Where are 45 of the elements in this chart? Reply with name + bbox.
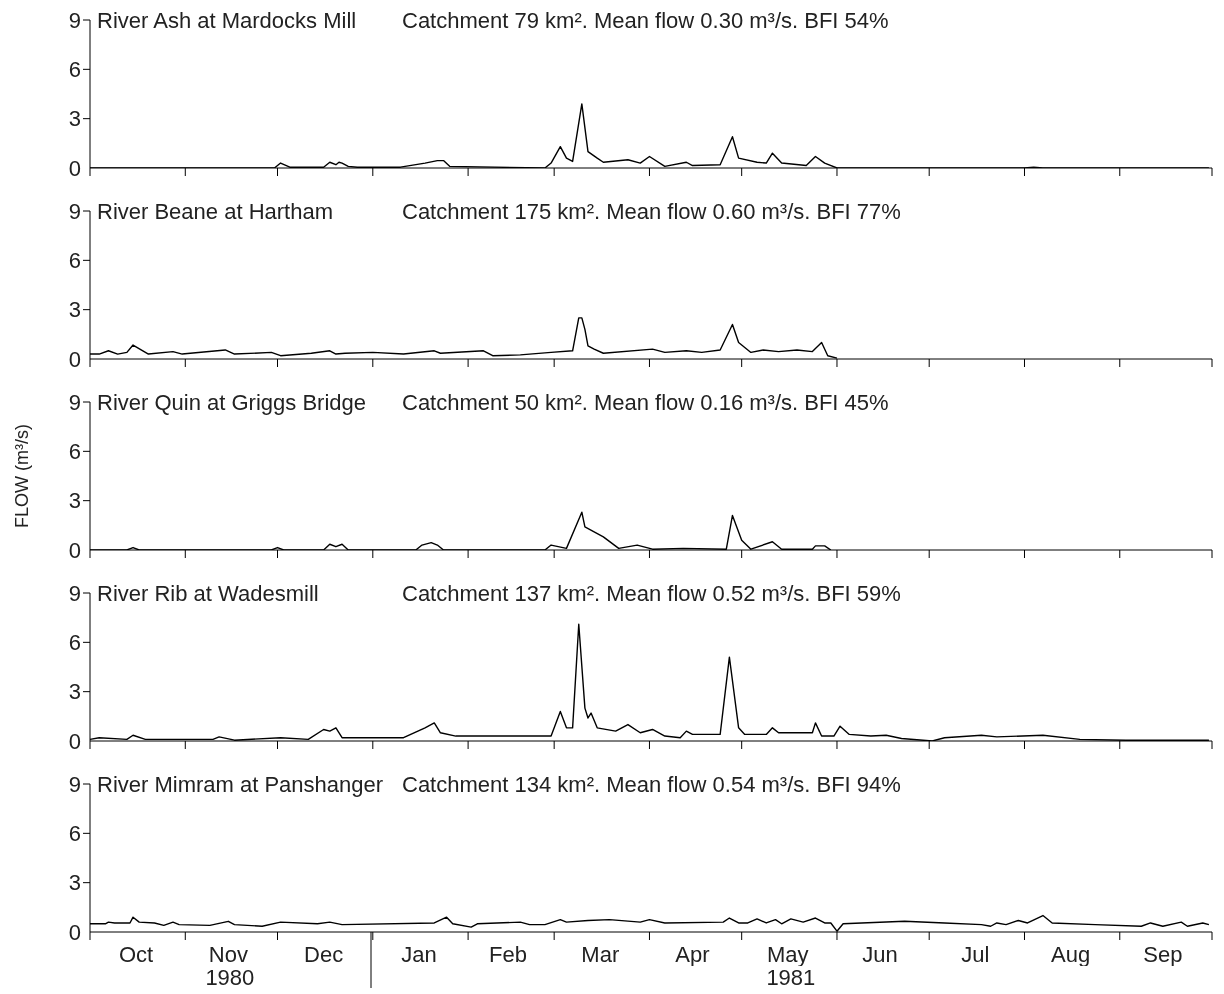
x-tick-label: Jul <box>961 941 990 967</box>
x-tick-label: Aug <box>1051 941 1091 967</box>
x-tick-label: Dec <box>304 941 344 967</box>
y-tick-label: 6 <box>68 57 81 83</box>
chart-title: River Mimram at Panshanger <box>97 772 384 798</box>
y-tick-label: 3 <box>68 106 81 132</box>
y-tick-label: 9 <box>68 389 81 415</box>
x-tick-label: Feb <box>489 941 528 967</box>
x-tick-label: May <box>767 941 809 967</box>
y-tick-label: 3 <box>68 870 81 896</box>
y-tick-label: 9 <box>68 580 81 606</box>
chart-subtitle: Catchment 175 km². Mean flow 0.60 m³/s. BFI 77% <box>402 199 901 225</box>
chart-title: River Beane at Hartham <box>97 199 333 225</box>
x-tick-label: Jun <box>862 941 898 967</box>
chart-title: River Ash at Mardocks Mill <box>97 8 357 34</box>
chart-subtitle: Catchment 50 km². Mean flow 0.16 m³/s. BFI 45% <box>402 390 889 416</box>
x-tick-label: Jan <box>401 941 437 967</box>
text: 1981 <box>765 965 817 991</box>
y-tick-label: 6 <box>68 821 81 847</box>
y-tick-label: 6 <box>68 248 81 274</box>
y-tick-label: 9 <box>68 771 81 797</box>
y-tick-label: 0 <box>68 537 81 563</box>
y-axis-title: FLOW (m³/s) <box>12 424 33 528</box>
x-tick-label: Oct <box>118 941 154 967</box>
chart-subtitle: Catchment 134 km². Mean flow 0.54 m³/s. BFI 94% <box>402 772 901 798</box>
y-tick-label: 9 <box>68 7 81 33</box>
y-tick-label: 3 <box>68 679 81 705</box>
chart-subtitle: Catchment 79 km². Mean flow 0.30 m³/s. BFI 54% <box>402 8 889 34</box>
text: 1980 <box>204 965 256 991</box>
x-tick-label: Sep <box>1143 941 1183 967</box>
y-tick-label: 0 <box>68 919 81 945</box>
chart-title: River Quin at Griggs Bridge <box>97 390 366 416</box>
y-tick-label: 0 <box>68 155 81 181</box>
y-tick-label: 0 <box>68 728 81 754</box>
chart-subtitle: Catchment 137 km². Mean flow 0.52 m³/s. BFI 59% <box>402 581 901 607</box>
y-tick-label: 6 <box>68 630 81 656</box>
y-tick-label: 9 <box>68 198 81 224</box>
y-tick-label: 0 <box>68 346 81 372</box>
x-tick-label: Apr <box>675 941 710 967</box>
y-tick-label: 6 <box>68 439 81 465</box>
y-tick-label: 3 <box>68 488 81 514</box>
x-tick-label: Mar <box>581 941 620 967</box>
chart-title: River Rib at Wadesmill <box>97 581 319 607</box>
x-tick-label: Nov <box>208 941 248 967</box>
y-tick-label: 3 <box>68 297 81 323</box>
